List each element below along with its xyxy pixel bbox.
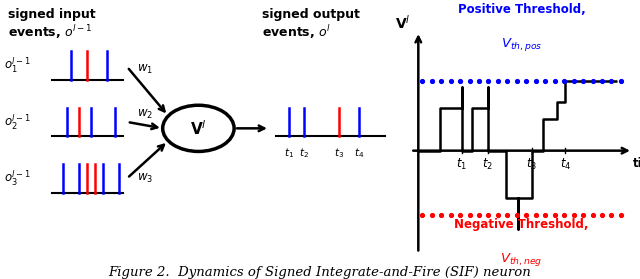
Text: $t_3$: $t_3$ xyxy=(526,157,537,172)
Text: $o_3^{l-1}$: $o_3^{l-1}$ xyxy=(4,169,31,188)
Text: $V_{th,pos}$: $V_{th,pos}$ xyxy=(501,36,542,53)
Text: Positive Threshold,: Positive Threshold, xyxy=(458,3,586,16)
Text: $\mathbf{V}^l$: $\mathbf{V}^l$ xyxy=(190,119,207,138)
Text: signed output
events, $o^l$: signed output events, $o^l$ xyxy=(262,8,360,41)
Text: $w_3$: $w_3$ xyxy=(137,172,153,185)
Text: $t_4$: $t_4$ xyxy=(353,146,364,160)
Text: time: time xyxy=(633,157,640,170)
Text: signed input
events, $o^{l-1}$: signed input events, $o^{l-1}$ xyxy=(8,8,95,41)
Text: Figure 2.  Dynamics of Signed Integrate-and-Fire (SIF) neuron: Figure 2. Dynamics of Signed Integrate-a… xyxy=(109,266,531,279)
Text: $t_2$: $t_2$ xyxy=(483,157,493,172)
Text: $V_{th,neg}$: $V_{th,neg}$ xyxy=(500,251,543,268)
Text: $\mathbf{V}^l$: $\mathbf{V}^l$ xyxy=(395,13,410,31)
Text: Negative Threshold,: Negative Threshold, xyxy=(454,218,589,231)
Text: $t_4$: $t_4$ xyxy=(559,157,571,172)
Text: $w_2$: $w_2$ xyxy=(137,108,153,121)
Text: $t_1$: $t_1$ xyxy=(284,146,294,160)
Text: $t_1$: $t_1$ xyxy=(456,157,468,172)
Text: $t_2$: $t_2$ xyxy=(299,146,309,160)
Text: $o_2^{l-1}$: $o_2^{l-1}$ xyxy=(4,112,31,132)
Text: $w_1$: $w_1$ xyxy=(137,63,153,76)
Text: $t_3$: $t_3$ xyxy=(334,146,344,160)
Text: $o_1^{l-1}$: $o_1^{l-1}$ xyxy=(4,56,31,75)
